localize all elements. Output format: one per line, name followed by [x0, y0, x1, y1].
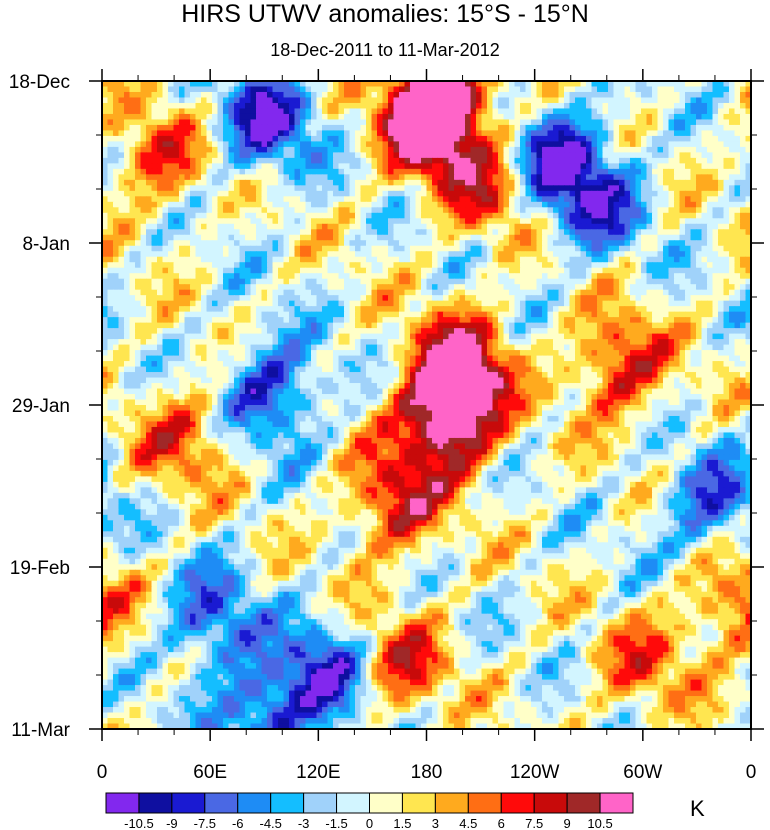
colorbar-swatch [467, 792, 502, 814]
colorbar-label: -7.5 [194, 816, 216, 830]
colorbar: -10.5 -9 -7.5 -6 -4.5 -3 -1.5 0 1.5 3 4.5 6 7.5 9 10.5 [105, 792, 634, 830]
y-tick-label: 19-Feb [10, 558, 70, 579]
colorbar-swatch [105, 792, 140, 814]
colorbar-swatch [237, 792, 272, 814]
colorbar-label: -6 [232, 816, 244, 830]
chart-subtitle: 18-Dec-2011 to 11-Mar-2012 [270, 40, 500, 60]
colorbar-swatch [303, 792, 338, 814]
colorbar-label: 6 [498, 816, 505, 830]
y-tick-label: 11-Mar [11, 720, 70, 741]
colorbar-label: 1.5 [393, 816, 411, 830]
x-tick-label: 120E [296, 762, 340, 783]
colorbar-swatch [500, 792, 535, 814]
colorbar-label: 0 [366, 816, 373, 830]
colorbar-swatch [270, 792, 305, 814]
colorbar-swatch [566, 792, 601, 814]
colorbar-swatch [204, 792, 239, 814]
y-tick-label: 8-Jan [22, 234, 70, 255]
colorbar-label: 3 [432, 816, 439, 830]
colorbar-label: -10.5 [124, 816, 154, 830]
colorbar-label: 7.5 [525, 816, 543, 830]
colorbar-swatch [434, 792, 469, 814]
colorbar-swatch [401, 792, 436, 814]
colorbar-label: -9 [166, 816, 178, 830]
colorbar-label: 4.5 [459, 816, 477, 830]
x-tick-label: 0 [97, 762, 108, 783]
colorbar-swatch [138, 792, 173, 814]
x-tick-label: 180 [411, 762, 443, 783]
colorbar-swatch [369, 792, 403, 814]
chart-title: HIRS UTWV anomalies: 15°S - 15°N [181, 0, 589, 28]
x-axis: 0 60E 120E 180 120W 60W 0 [97, 69, 757, 783]
colorbar-swatch [533, 792, 568, 814]
x-tick-label: 0 [746, 762, 757, 783]
colorbar-label: 9 [564, 816, 571, 830]
colorbar-label: -1.5 [325, 816, 347, 830]
anomaly-field [102, 81, 751, 729]
y-axis: 18-Dec 8-Jan 29-Jan 19-Feb 11-Mar [9, 72, 764, 741]
colorbar-swatch [171, 792, 206, 814]
colorbar-swatch [336, 792, 370, 814]
y-tick-label: 18-Dec [9, 72, 70, 93]
colorbar-label: -3 [298, 816, 310, 830]
colorbar-unit: K [690, 796, 705, 821]
y-tick-label: 29-Jan [12, 396, 70, 417]
x-tick-label: 60W [623, 762, 662, 783]
colorbar-label: -4.5 [259, 816, 281, 830]
x-tick-label: 120W [510, 762, 560, 783]
colorbar-label: 10.5 [587, 816, 612, 830]
colorbar-swatch [599, 792, 634, 814]
x-tick-label: 60E [193, 762, 227, 783]
